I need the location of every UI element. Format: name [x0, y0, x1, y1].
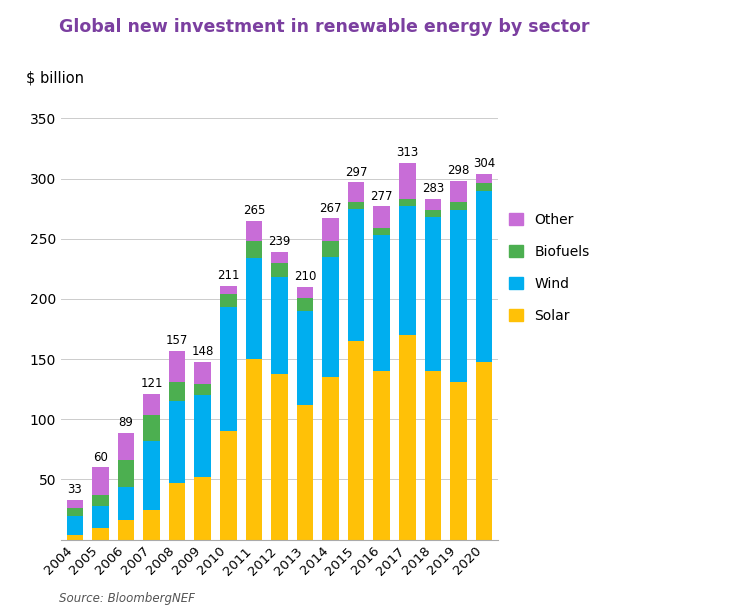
Bar	[118, 433, 134, 460]
Bar	[399, 335, 415, 540]
Bar	[245, 359, 262, 540]
Bar	[322, 241, 339, 257]
Bar	[194, 477, 211, 540]
Bar	[271, 252, 287, 263]
Bar	[168, 483, 185, 540]
Bar	[168, 351, 185, 382]
Bar	[424, 199, 441, 210]
Bar	[220, 286, 236, 294]
Bar	[450, 181, 467, 202]
Bar	[348, 341, 364, 540]
Bar	[92, 506, 109, 528]
Bar	[450, 202, 467, 210]
Bar	[476, 183, 492, 191]
Text: $ billion: $ billion	[26, 70, 84, 86]
Bar	[92, 467, 109, 495]
Bar	[143, 414, 160, 441]
Bar	[322, 257, 339, 377]
Text: 121: 121	[140, 378, 163, 390]
Text: 89: 89	[118, 416, 134, 429]
Bar	[296, 287, 313, 298]
Bar	[220, 307, 236, 431]
Bar	[450, 210, 467, 382]
Text: 211: 211	[217, 269, 239, 282]
Text: 267: 267	[319, 202, 342, 214]
Bar	[194, 384, 211, 395]
Text: 283: 283	[422, 183, 444, 196]
Bar	[118, 521, 134, 540]
Bar	[271, 373, 287, 540]
Bar	[143, 510, 160, 540]
Text: Global new investment in renewable energy by sector: Global new investment in renewable energ…	[59, 18, 590, 36]
Bar	[424, 217, 441, 371]
Bar	[424, 371, 441, 540]
Bar	[143, 441, 160, 510]
Bar	[296, 311, 313, 405]
Text: 304: 304	[473, 157, 495, 170]
Bar	[399, 163, 415, 199]
Bar	[67, 508, 84, 516]
Text: 277: 277	[370, 189, 393, 203]
Text: 157: 157	[166, 334, 188, 347]
Bar	[194, 362, 211, 384]
Text: 298: 298	[447, 164, 469, 177]
Bar	[348, 182, 364, 202]
Bar	[92, 528, 109, 540]
Bar	[67, 516, 84, 535]
Bar	[67, 535, 84, 540]
Text: 33: 33	[67, 483, 82, 496]
Bar	[322, 377, 339, 540]
Bar	[373, 207, 390, 228]
Bar	[220, 431, 236, 540]
Text: Source: BloombergNEF: Source: BloombergNEF	[59, 592, 195, 605]
Bar	[92, 495, 109, 506]
Bar	[476, 174, 492, 183]
Bar	[271, 277, 287, 373]
Bar	[168, 382, 185, 401]
Text: 60: 60	[93, 451, 108, 464]
Bar	[399, 199, 415, 207]
Bar	[348, 209, 364, 341]
Bar	[67, 500, 84, 508]
Bar	[373, 235, 390, 371]
Bar	[476, 191, 492, 362]
Bar	[143, 394, 160, 414]
Text: 210: 210	[294, 270, 316, 284]
Bar	[296, 405, 313, 540]
Text: 313: 313	[396, 147, 418, 159]
Bar	[373, 228, 390, 235]
Bar	[271, 263, 287, 277]
Bar	[245, 241, 262, 258]
Bar	[118, 487, 134, 521]
Bar	[348, 202, 364, 209]
Bar	[476, 362, 492, 540]
Bar	[168, 401, 185, 483]
Bar	[245, 258, 262, 359]
Bar	[245, 221, 262, 241]
Text: 265: 265	[242, 204, 265, 217]
Bar	[399, 207, 415, 335]
Text: 297: 297	[345, 166, 367, 178]
Bar	[322, 218, 339, 241]
Text: 148: 148	[191, 345, 214, 358]
Bar	[450, 382, 467, 540]
Text: 239: 239	[268, 235, 290, 249]
Bar	[118, 460, 134, 487]
Legend: Other, Biofuels, Wind, Solar: Other, Biofuels, Wind, Solar	[509, 213, 590, 323]
Bar	[296, 298, 313, 311]
Bar	[373, 371, 390, 540]
Bar	[220, 294, 236, 307]
Bar	[194, 395, 211, 477]
Bar	[424, 210, 441, 217]
